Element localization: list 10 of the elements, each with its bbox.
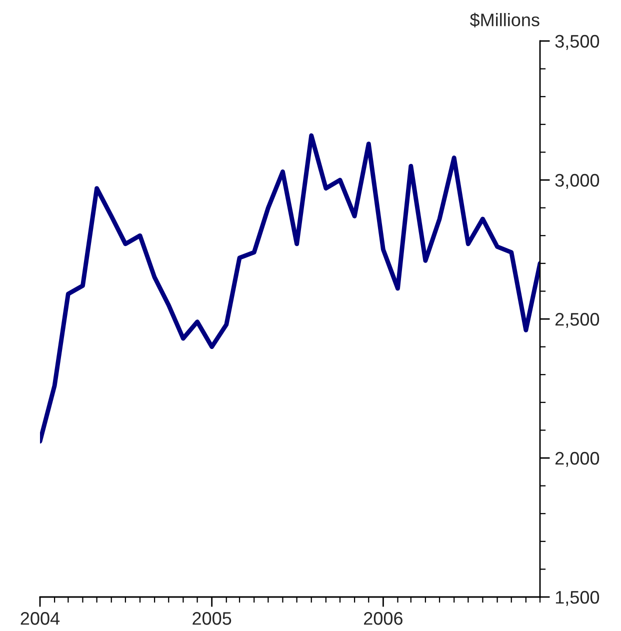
x-tick-label: 2004: [20, 612, 60, 625]
y-tick-label: 1,500: [556, 590, 600, 606]
x-tick-label: 2006: [364, 612, 402, 625]
y-tick-label: 3,000: [555, 174, 600, 189]
x-tick-label: 2005: [192, 612, 232, 625]
y-tick-label: 2,000: [555, 452, 600, 467]
y-tick-label: 3,500: [555, 34, 600, 50]
y-axis-title: $Millions: [470, 12, 540, 28]
line-series: [40, 133, 540, 444]
y-tick-label: 2,500: [555, 312, 600, 328]
